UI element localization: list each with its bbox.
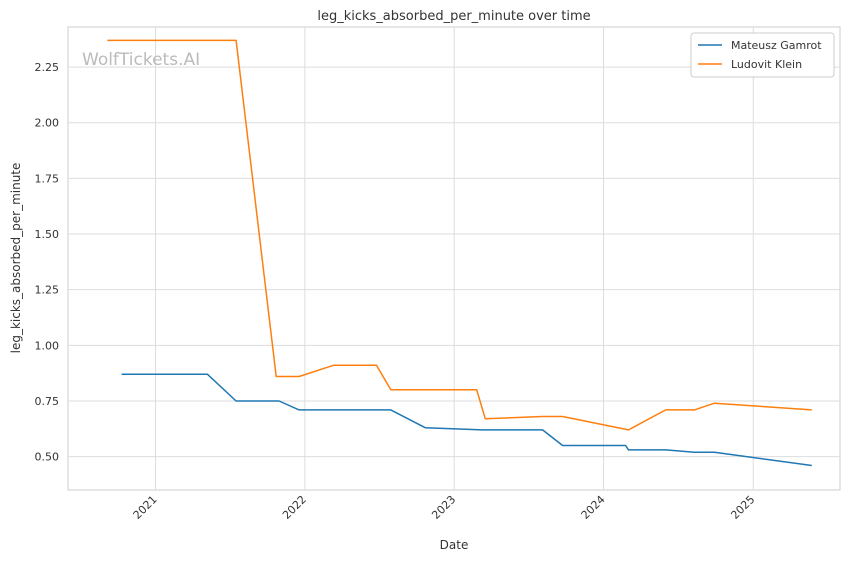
- chart-title: leg_kicks_absorbed_per_minute over time: [317, 9, 590, 24]
- series-line-ludovit-klein: [107, 39, 812, 431]
- legend-label-mateusz-gamrot: Mateusz Gamrot: [731, 39, 822, 52]
- y-axis-label: leg_kicks_absorbed_per_minute: [9, 163, 23, 354]
- y-tick-label-2-25: 2.25: [35, 61, 60, 74]
- y-tick-label-2-00: 2.00: [35, 117, 60, 130]
- series-layer: [107, 39, 812, 467]
- y-tick-labels: 0.50 0.75 1.00 1.25 1.50 1.75 2.00 2.25: [35, 61, 60, 464]
- legend: Mateusz Gamrot Ludovit Klein: [690, 32, 835, 78]
- y-tick-label-0-50: 0.50: [35, 451, 60, 464]
- y-tick-label-1-50: 1.50: [35, 228, 60, 241]
- x-gridlines: [155, 27, 754, 490]
- y-tick-label-0-75: 0.75: [35, 395, 60, 408]
- y-tick-label-1-75: 1.75: [35, 172, 60, 185]
- series-line-mateusz-gamrot: [121, 373, 812, 467]
- y-tick-label-1-00: 1.00: [35, 339, 60, 352]
- x-axis-label: Date: [440, 538, 469, 552]
- y-tick-label-1-25: 1.25: [35, 284, 60, 297]
- watermark: WolfTickets.AI: [82, 50, 200, 70]
- legend-label-ludovit-klein: Ludovit Klein: [731, 58, 802, 71]
- legend-box: [690, 32, 835, 78]
